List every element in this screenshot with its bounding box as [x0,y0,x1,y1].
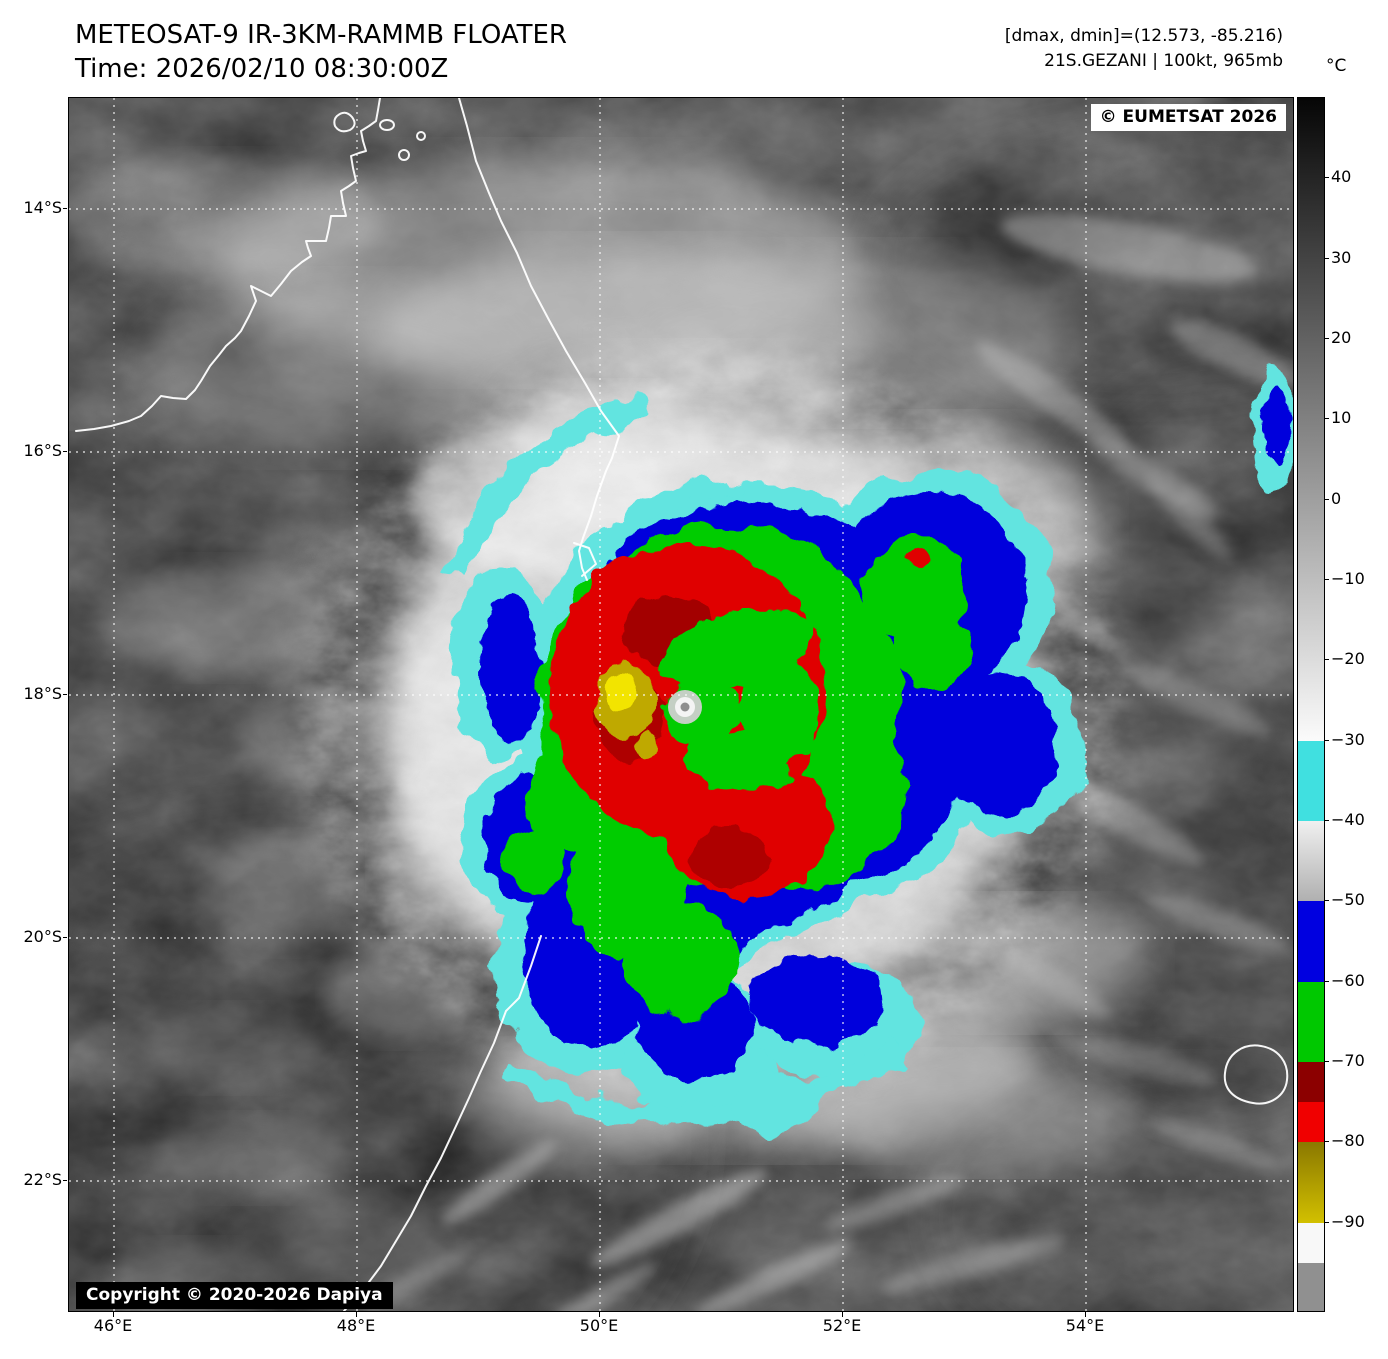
colorbar-tick [1325,578,1329,580]
lat-axis-tick [63,208,67,209]
copyright-badge: Copyright © 2020-2026 Dapiya [76,1282,393,1309]
colorbar-segment [1298,1142,1324,1223]
satellite-map: © EUMETSAT 2026 Copyright © 2020-2026 Da… [68,97,1294,1312]
lon-axis-tick [842,1312,843,1317]
colorbar-segment [1298,740,1324,821]
colorbar-segment [1298,1222,1324,1263]
colorbar-tick-label: −70 [1331,1050,1365,1070]
colorbar-tick [1325,659,1329,661]
colorbar [1297,97,1325,1312]
colorbar-tick [1325,1221,1329,1223]
colorbar-tick [1325,498,1329,500]
lon-label: 52°E [822,1316,862,1335]
colorbar-tick-label: −60 [1331,970,1365,990]
header-right: [dmax, dmin]=(12.573, -85.216) 21S.GEZAN… [1005,24,1283,74]
colorbar-segment [1298,1262,1324,1311]
colorbar-tick-label: −90 [1331,1211,1365,1231]
lon-axis-tick [1085,1312,1086,1317]
eumetsat-badge: © EUMETSAT 2026 [1090,104,1286,131]
colorbar-tick-label: 0 [1331,488,1342,508]
lon-axis-tick [599,1312,600,1317]
enhancement-yellow [595,662,657,759]
lon-label: 48°E [336,1316,376,1335]
range-line: [dmax, dmin]=(12.573, -85.216) [1004,26,1283,46]
lat-label: 22°S [23,1170,62,1189]
colorbar-tick-label: −80 [1331,1131,1365,1151]
colorbar-segment [1298,820,1324,902]
colorbar-unit: °C [1326,56,1347,76]
colorbar-tick [1325,819,1329,821]
lat-axis-tick [63,937,67,938]
lat-axis-tick [63,451,67,452]
colorbar-tick [1325,418,1329,420]
lat-axis-tick [63,694,67,695]
colorbar-tick [1325,1060,1329,1062]
colorbar-tick-label: 20 [1331,327,1352,347]
grid-lines [69,98,1293,1311]
colorbar-tick [1325,900,1329,902]
colorbar-tick [1325,739,1329,741]
colorbar-segment [1298,1102,1324,1143]
timestamp: Time: 2026/02/10 08:30:00Z [75,54,449,84]
reunion-island-outline [1223,1044,1289,1105]
colorbar-segment [1298,98,1324,741]
colorbar-tick-label: 10 [1331,408,1352,428]
lat-label: 20°S [23,927,62,946]
colorbar-segment [1298,981,1324,1062]
lon-label: 46°E [93,1316,133,1335]
lat-label: 16°S [23,441,62,460]
lat-label: 18°S [23,684,62,703]
colorbar-tick [1325,337,1329,339]
colorbar-tick [1325,257,1329,259]
enhancement-green-inner [660,610,819,792]
storm-eye [668,690,702,724]
colorbar-tick [1325,980,1329,982]
lon-label: 50°E [579,1316,619,1335]
lon-axis-tick [113,1312,114,1317]
lon-axis-tick [356,1312,357,1317]
colorbar-tick-label: −50 [1331,890,1365,910]
lat-axis-tick [63,1180,67,1181]
lon-label: 54°E [1065,1316,1105,1335]
page-title: METEOSAT-9 IR-3KM-RAMMB FLOATER [75,20,567,50]
colorbar-tick-label: −30 [1331,729,1365,749]
satellite-image [69,98,1293,1311]
colorbar-tick-label: −20 [1331,649,1365,669]
coastline [75,98,1289,1311]
colorbar-tick-label: −40 [1331,809,1365,829]
colorbar-tick-label: 40 [1331,167,1352,187]
storm-line: 21S.GEZANI | 100kt, 965mb [1044,51,1283,71]
colorbar-segment [1298,901,1324,982]
lat-label: 14°S [23,198,62,217]
colorbar-tick-label: −10 [1331,568,1365,588]
colorbar-tick [1325,1141,1329,1143]
colorbar-segment [1298,1061,1324,1103]
colorbar-tick [1325,177,1329,179]
colorbar-tick-label: 30 [1331,247,1352,267]
